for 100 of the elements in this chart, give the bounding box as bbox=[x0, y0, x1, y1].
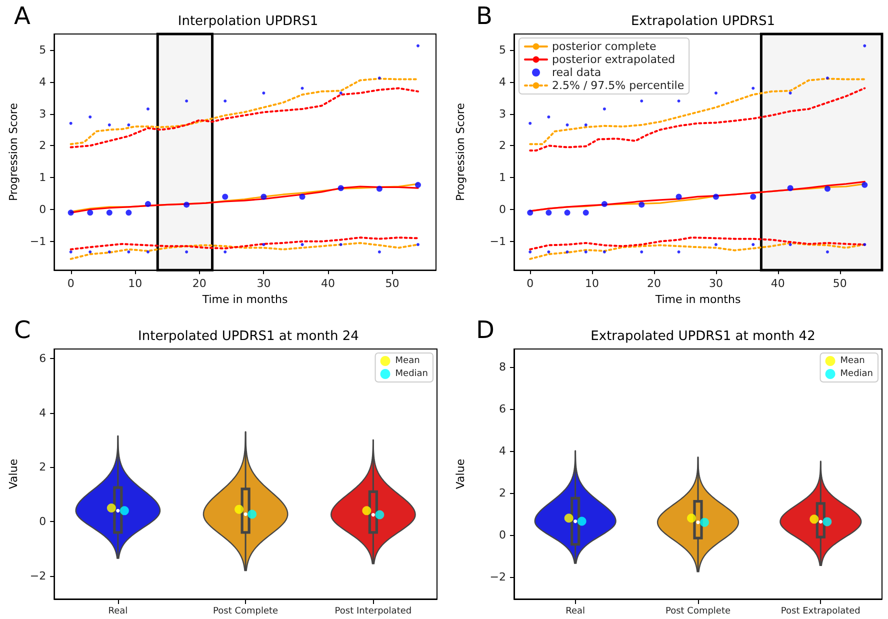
point bbox=[546, 210, 552, 216]
point bbox=[222, 194, 228, 200]
x-tick-label: 0 bbox=[67, 277, 74, 290]
y-tick-label: 5 bbox=[39, 43, 46, 56]
y-axis-title: Progression Score bbox=[454, 102, 467, 202]
x-tick-label: 30 bbox=[708, 277, 723, 290]
point bbox=[601, 201, 608, 208]
point bbox=[750, 194, 756, 200]
point bbox=[68, 210, 74, 216]
y-tick-label: 2 bbox=[499, 139, 506, 152]
point bbox=[584, 250, 588, 254]
x-tick-label: Post Extrapolated bbox=[780, 606, 860, 616]
point bbox=[376, 186, 382, 192]
point bbox=[787, 185, 794, 192]
x-tick-label: Post Interpolated bbox=[334, 606, 412, 616]
point bbox=[224, 100, 227, 102]
point bbox=[146, 250, 150, 254]
y-axis-title: Progression Score bbox=[7, 102, 20, 202]
x-tick-label: 0 bbox=[526, 277, 534, 290]
y-tick-label: 5 bbox=[499, 43, 506, 56]
point bbox=[378, 250, 381, 254]
point bbox=[677, 250, 680, 254]
point bbox=[584, 123, 588, 126]
x-tick-label: 40 bbox=[770, 277, 785, 290]
point bbox=[714, 243, 718, 246]
point bbox=[714, 92, 718, 95]
point bbox=[378, 76, 381, 80]
point bbox=[712, 194, 719, 200]
point bbox=[826, 76, 829, 80]
point bbox=[185, 100, 188, 102]
y-tick-label: 4 bbox=[39, 406, 46, 420]
y-tick-label: 1 bbox=[39, 171, 46, 184]
point bbox=[752, 243, 755, 246]
legend-label: posterior complete bbox=[552, 40, 656, 53]
y-tick-label: 1 bbox=[499, 171, 506, 184]
x-tick-label: 20 bbox=[192, 277, 206, 290]
x-tick-label: 10 bbox=[128, 277, 142, 290]
point bbox=[339, 92, 342, 95]
y-tick-label: 3 bbox=[39, 107, 46, 120]
point bbox=[126, 210, 132, 216]
point bbox=[185, 250, 188, 254]
y-tick-label: 4 bbox=[39, 75, 46, 88]
y-tick-label: 4 bbox=[499, 75, 506, 88]
point bbox=[547, 115, 550, 118]
point bbox=[566, 123, 569, 126]
point bbox=[602, 250, 606, 254]
point bbox=[863, 243, 866, 246]
point bbox=[547, 250, 550, 254]
y-tick-label: 3 bbox=[499, 107, 506, 120]
point bbox=[416, 243, 420, 246]
point bbox=[602, 107, 606, 110]
y-tick-label: 0 bbox=[499, 202, 506, 216]
legend-label: Mean bbox=[840, 356, 865, 366]
point bbox=[339, 243, 342, 246]
point bbox=[108, 250, 111, 254]
point bbox=[144, 201, 151, 208]
point bbox=[528, 250, 532, 254]
y-tick-label: −2 bbox=[30, 569, 46, 582]
point bbox=[108, 123, 111, 126]
chart-title: Extrapolated UPDRS1 at month 42 bbox=[590, 329, 816, 344]
text: A bbox=[14, 2, 31, 30]
x-tick-label: Post Complete bbox=[665, 606, 731, 616]
legend-label: Median bbox=[840, 369, 874, 379]
point bbox=[87, 210, 94, 216]
chart-title: Extrapolation UPDRS1 bbox=[630, 14, 776, 29]
legend-label: real data bbox=[552, 66, 602, 79]
point bbox=[260, 194, 267, 200]
point bbox=[146, 107, 150, 110]
point bbox=[677, 100, 680, 102]
point bbox=[863, 44, 866, 48]
x-tick-label: 30 bbox=[256, 277, 271, 290]
y-tick-label: 2 bbox=[499, 486, 506, 500]
y-axis-title: Value bbox=[7, 458, 20, 490]
text: B bbox=[476, 2, 492, 30]
chart-title: Interpolation UPDRS1 bbox=[178, 14, 318, 29]
y-tick-label: −2 bbox=[490, 570, 506, 584]
point bbox=[224, 250, 227, 254]
point bbox=[88, 250, 92, 254]
x-tick-label: Post Complete bbox=[213, 606, 279, 616]
point bbox=[69, 122, 72, 125]
y-tick-label: 0 bbox=[39, 202, 46, 216]
point bbox=[824, 186, 830, 192]
y-tick-label: 8 bbox=[499, 360, 506, 374]
point bbox=[262, 243, 266, 246]
line-series bbox=[70, 242, 419, 260]
x-tick-label: 20 bbox=[647, 277, 662, 290]
point bbox=[527, 210, 534, 216]
y-tick-label: −1 bbox=[490, 234, 506, 248]
point bbox=[415, 182, 421, 188]
legend-label: posterior extrapolated bbox=[552, 53, 676, 66]
line-series bbox=[529, 78, 866, 146]
line-series bbox=[70, 87, 419, 148]
x-tick-label: Real bbox=[566, 606, 586, 616]
line-series bbox=[529, 242, 866, 260]
point bbox=[184, 202, 190, 208]
legend-label: Median bbox=[395, 369, 428, 379]
point bbox=[582, 210, 589, 216]
point bbox=[566, 250, 569, 254]
y-tick-label: 2 bbox=[39, 139, 46, 152]
point bbox=[564, 210, 570, 216]
